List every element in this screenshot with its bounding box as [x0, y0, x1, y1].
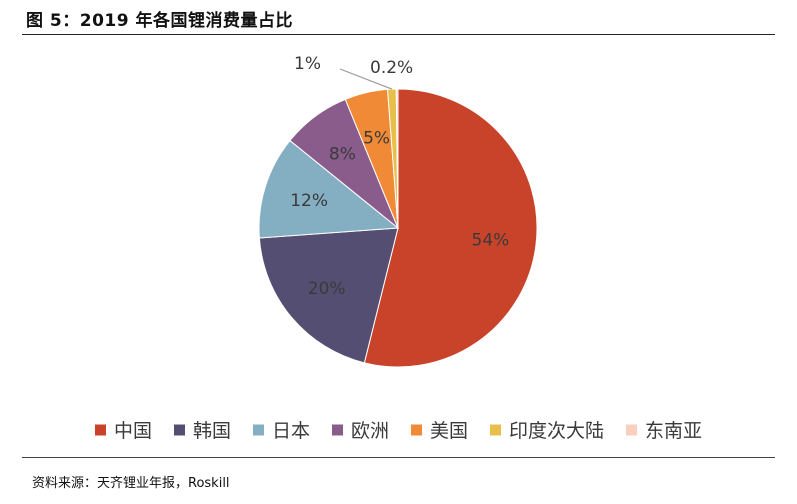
legend-label-europe: 欧洲: [351, 420, 389, 442]
data-label-japan: 12%: [290, 191, 328, 211]
pie-slice-korea: [258, 227, 399, 364]
legend-swatch-southeast-asia: [626, 424, 637, 436]
legend-swatch-indian-subcontinent: [490, 424, 501, 436]
data-label-korea: 20%: [308, 279, 346, 299]
legend-swatch-usa: [411, 424, 422, 436]
legend-label-china: 中国: [114, 420, 152, 442]
pie-slice-southeast-asia: [395, 88, 399, 229]
legend-swatch-europe: [332, 424, 343, 436]
data-label-indian-subcontinent: 1%: [294, 54, 321, 74]
legend-label-southeast-asia: 东南亚: [645, 420, 702, 442]
pie-slices: [258, 88, 538, 368]
legend-swatch-china: [95, 424, 106, 436]
source-note: 资料来源：天齐锂业年报，Roskill: [32, 476, 230, 491]
legend-label-indian-subcontinent: 印度次大陆: [509, 420, 604, 442]
data-label-china: 54%: [472, 230, 510, 250]
pie-slice-japan: [258, 139, 400, 239]
legend-swatch-japan: [253, 424, 264, 436]
source-rule: [22, 457, 775, 458]
chart-title: 图 5：2019 年各国锂消费量占比: [26, 11, 293, 31]
leader-lines: [339, 68, 393, 90]
legend-label-usa: 美国: [430, 420, 468, 442]
data-label-southeast-asia: 0.2%: [370, 58, 413, 78]
data-label-europe: 8%: [329, 144, 356, 164]
leader-line-indian-subcontinent: [339, 68, 393, 90]
pie-slice-china: [363, 88, 538, 368]
legend-swatch-korea: [174, 424, 185, 436]
chart-legend: 中国 韩国 日本 欧洲 美国 印度次大陆 东南亚: [95, 420, 702, 442]
title-rule: [22, 34, 775, 35]
legend-label-korea: 韩国: [193, 420, 231, 442]
data-label-usa: 5%: [363, 128, 390, 148]
legend-label-japan: 日本: [272, 420, 310, 442]
data-labels: 54% 20% 12% 8% 5% 1% 0.2%: [290, 54, 509, 299]
